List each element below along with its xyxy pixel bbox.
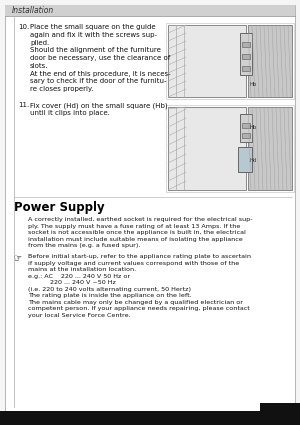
Bar bbox=[240, 33, 252, 75]
Bar bbox=[240, 114, 252, 142]
Text: Place the small square on the guide
again and fix it with the screws sup-
plied.: Place the small square on the guide agai… bbox=[30, 24, 171, 92]
Text: A correctly installed, earthed socket is required for the electrical sup-
ply. T: A correctly installed, earthed socket is… bbox=[28, 217, 253, 248]
Bar bbox=[238, 147, 252, 172]
Text: Hb: Hb bbox=[250, 82, 257, 87]
Bar bbox=[242, 54, 250, 59]
Text: Hb: Hb bbox=[250, 125, 257, 130]
Text: Before initial start-up, refer to the appliance rating plate to ascertain
if sup: Before initial start-up, refer to the ap… bbox=[28, 254, 251, 317]
Text: 11.: 11. bbox=[18, 102, 29, 108]
Bar bbox=[242, 133, 250, 138]
Text: Fix cover (Hd) on the small square (Hb)
until it clips into place.: Fix cover (Hd) on the small square (Hb) … bbox=[30, 102, 168, 116]
Bar bbox=[242, 42, 250, 47]
Bar bbox=[5, 5, 295, 16]
Text: Power Supply: Power Supply bbox=[14, 201, 105, 214]
Text: ☞: ☞ bbox=[13, 254, 21, 263]
Bar bbox=[166, 23, 294, 99]
Bar bbox=[260, 403, 300, 425]
Bar bbox=[166, 105, 294, 192]
Text: 10.: 10. bbox=[18, 24, 29, 30]
Bar bbox=[168, 107, 246, 190]
Bar bbox=[168, 25, 246, 97]
Bar bbox=[248, 25, 292, 97]
Text: Installation: Installation bbox=[12, 6, 54, 15]
Bar bbox=[242, 123, 250, 128]
Text: Hd: Hd bbox=[250, 158, 257, 162]
Bar bbox=[242, 66, 250, 71]
Bar bbox=[0, 411, 300, 425]
Bar bbox=[248, 107, 292, 190]
